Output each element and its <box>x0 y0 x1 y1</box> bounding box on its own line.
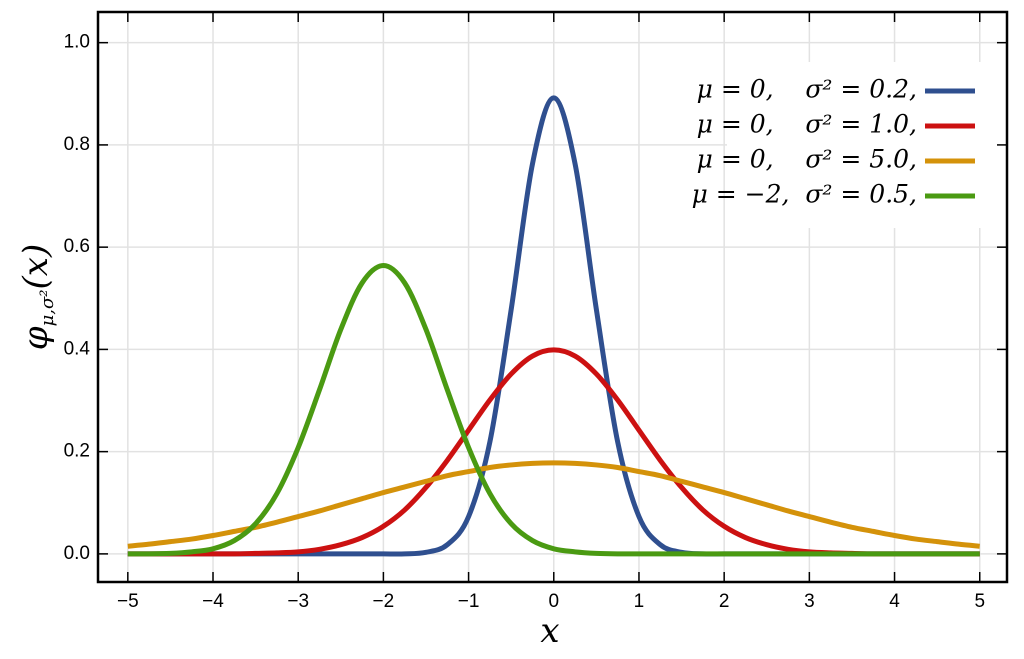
series-line <box>127 460 980 549</box>
plot-frame <box>96 10 1009 584</box>
y-tick-label: 1.0 <box>64 32 90 53</box>
y-tick-label: 0.2 <box>64 441 90 462</box>
y-label-arg: (x) <box>16 244 56 290</box>
x-tick-label: −5 <box>117 591 139 612</box>
legend-label: μ = 0, σ² = 1.0, <box>697 110 917 139</box>
legend: μ = 0, σ² = 0.2, μ = 0, σ² = 1.0, μ = 0, σ… <box>692 62 1005 228</box>
x-tick-label: 1 <box>634 591 645 612</box>
y-tick-label: 0.4 <box>64 338 91 359</box>
x-tick-label: −2 <box>373 591 395 612</box>
y-tick-label: 0.6 <box>64 236 90 257</box>
legend-label: μ = −2, σ² = 0.5, <box>692 180 917 209</box>
x-tick-label: 3 <box>804 591 815 612</box>
x-tick-label: 4 <box>889 591 900 612</box>
x-tick-label: −4 <box>202 591 224 612</box>
y-axis-label: φμ,σ²(x) <box>16 244 58 350</box>
y-label-sub: μ,σ² <box>37 289 58 326</box>
x-axis-label: x <box>540 611 559 651</box>
x-tick-label: −3 <box>287 591 309 612</box>
legend-label: μ = 0, σ² = 5.0, <box>697 145 917 174</box>
x-tick-label: −1 <box>458 591 480 612</box>
series-line <box>127 263 980 557</box>
y-label-main: φ <box>16 326 56 350</box>
curves <box>127 95 980 557</box>
y-tick-label: 0.8 <box>64 134 90 155</box>
y-tick-label: 0.0 <box>64 543 90 564</box>
x-tick-label: 5 <box>974 591 985 612</box>
x-tick-label: 2 <box>719 591 730 612</box>
legend-label: μ = 0, σ² = 0.2, <box>697 75 917 104</box>
x-tick-label: 0 <box>548 591 559 612</box>
